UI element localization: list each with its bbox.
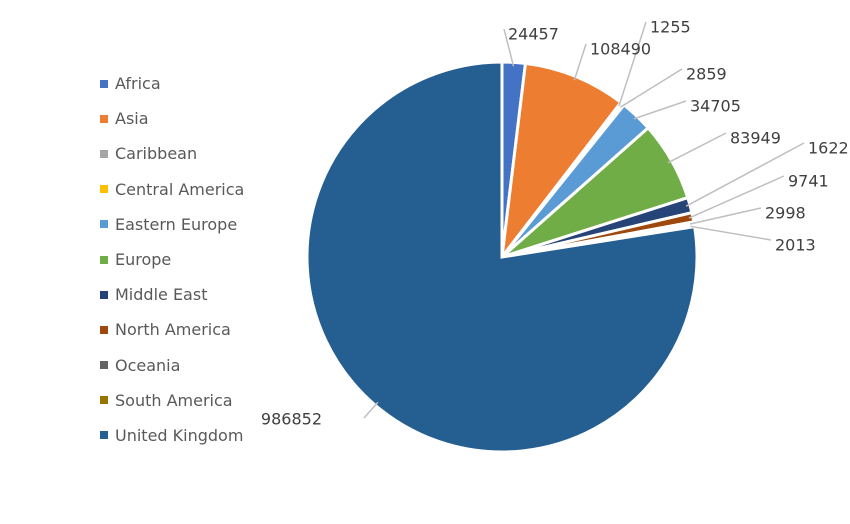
legend-item-united-kingdom: United Kingdom	[100, 418, 300, 453]
leader-line-middle-east	[685, 142, 805, 207]
data-label-oceania: 2998	[765, 204, 806, 223]
data-label-central-america: 2859	[686, 65, 727, 84]
data-label-north-america: 9741	[788, 172, 829, 191]
legend-item-africa: Africa	[100, 66, 300, 101]
leader-line-central-america	[620, 68, 683, 108]
data-label-asia: 108490	[590, 40, 651, 59]
legend-item-middle-east: Middle East	[100, 277, 300, 312]
legend-item-asia: Asia	[100, 101, 300, 136]
data-label-united-kingdom: 986852	[261, 410, 322, 429]
legend-item-central-america: Central America	[100, 172, 300, 207]
leader-line-europe	[667, 132, 727, 164]
legend-swatch	[100, 361, 108, 370]
legend-item-north-america: North America	[100, 312, 300, 347]
leader-line-caribbean	[618, 21, 647, 107]
legend-swatch	[100, 290, 108, 299]
data-label-south-america: 2013	[775, 236, 816, 255]
legend-label: United Kingdom	[115, 425, 244, 445]
legend-swatch	[100, 396, 108, 405]
leader-line-asia	[573, 43, 587, 81]
legend-item-caribbean: Caribbean	[100, 136, 300, 171]
leader-line-united-kingdom	[363, 401, 379, 419]
data-label-europe: 83949	[730, 129, 781, 148]
legend-item-eastern-europe: Eastern Europe	[100, 207, 300, 242]
leader-line-eastern-europe	[633, 100, 687, 120]
legend-label: Asia	[115, 109, 149, 129]
leader-line-north-america	[688, 175, 785, 219]
legend-label: Middle East	[115, 285, 208, 305]
data-label-eastern-europe: 34705	[690, 97, 741, 116]
legend-item-oceania: Oceania	[100, 348, 300, 383]
legend-swatch	[100, 431, 108, 440]
data-label-caribbean: 1255	[650, 18, 691, 37]
legend-swatch	[100, 149, 108, 158]
legend-label: Oceania	[115, 355, 181, 375]
pie-slices	[305, 60, 699, 454]
legend-swatch	[100, 325, 108, 334]
leader-lines	[363, 21, 805, 419]
legend-item-europe: Europe	[100, 242, 300, 277]
data-label-africa: 24457	[508, 25, 559, 44]
legend-label: Africa	[115, 74, 161, 94]
legend-swatch	[100, 255, 108, 264]
legend: Africa Asia Caribbean Central America Easter…	[100, 66, 300, 453]
data-labels: 24457 108490 1255 2859 34705 83949 16221 9741 29…	[261, 18, 850, 429]
legend-swatch	[100, 185, 108, 194]
leader-line-africa	[503, 28, 515, 67]
legend-swatch	[100, 114, 108, 123]
legend-label: Caribbean	[115, 144, 198, 164]
legend-swatch	[100, 79, 108, 88]
data-label-middle-east: 16221	[808, 139, 850, 158]
legend-label: North America	[115, 320, 231, 340]
leader-line-south-america	[690, 225, 772, 241]
legend-label: Europe	[115, 250, 172, 270]
legend-item-south-america: South America	[100, 383, 300, 418]
leader-line-oceania	[689, 207, 762, 225]
legend-label: Eastern Europe	[115, 214, 238, 234]
legend-swatch	[100, 220, 108, 229]
legend-label: South America	[115, 390, 233, 410]
legend-label: Central America	[115, 179, 245, 199]
